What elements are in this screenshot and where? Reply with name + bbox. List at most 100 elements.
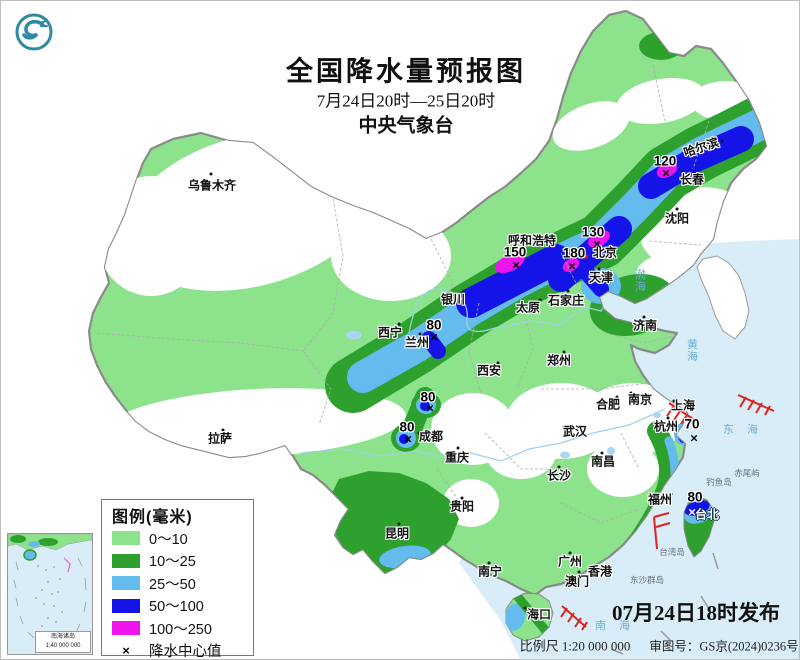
city-label: 拉萨 [207,431,233,446]
precip-center-x-icon: × [688,504,696,520]
forecast-period: 7月24日20时—25日20时 [316,91,496,111]
sea-label: 东 海 [723,424,759,436]
legend-center-row: × 降水中心值 [112,640,245,660]
korea-landmass [696,255,750,340]
city-dot [666,416,670,420]
city-label: 武汉 [562,424,588,439]
city-dot [587,566,591,570]
city-dot [600,451,604,455]
legend-row: 100～250 [112,617,245,640]
precip-center-x-icon: × [512,257,520,273]
city-label: 太原 [515,300,541,315]
city-label: 贵阳 [449,499,475,514]
city-label: 郑州 [546,353,572,368]
precip-center-value: 80 [687,489,703,505]
city-label: 南昌 [590,454,616,469]
city-label: 呼和浩特 [507,233,557,248]
city-label: 石家庄 [547,293,585,308]
legend-row: 0～10 [112,527,245,550]
legend: 图例(毫米) 0～10 10～25 25～50 50～100 100～250 × 降水中… [101,499,254,659]
legend-range-label: 10～25 [149,554,196,571]
legend-title: 图例(毫米) [112,509,193,526]
city-dot [566,289,570,293]
approval-number: 审图号：GS京(2024)0236号 [649,639,799,654]
city-label: 长春 [679,172,705,187]
legend-swatch [112,598,140,613]
island-label: 钓鱼岛 [706,477,732,487]
city-dot [597,267,601,271]
city-label: 银川 [440,292,466,307]
legend-center-label: 降水中心值 [149,644,222,660]
city-dot [460,496,464,500]
rivers [300,288,666,462]
city-dot [615,395,619,399]
island-label: 东沙群岛 [629,575,665,585]
precip-center-value: 70 [684,416,700,432]
city-label: 合肥 [595,397,621,412]
typhoon-icon [560,394,775,631]
city-label: 澳门 [564,574,590,589]
legend-range-label: 0～10 [149,531,188,548]
city-dot [456,446,460,450]
taiwan-rain [684,500,714,524]
city-label: 台北 [694,507,720,522]
cma-logo-icon [15,13,53,51]
sea-label: 黄 海 [687,338,699,363]
province-borders [96,64,710,524]
city-dot [562,350,566,354]
legend-row: 25～50 [112,572,245,595]
map-scale: 比例尺 1:20 000 000 [519,638,631,654]
city-label: 广州 [557,554,583,569]
hainan-rain [506,593,551,636]
city-label: 杭州 [653,419,679,434]
precip-center-value: 130 [581,224,605,240]
city-label: 西安 [476,363,502,378]
inset-canvas [7,533,93,646]
city-label: 海口 [526,607,552,622]
city-label: 西宁 [377,325,403,340]
city-dot [675,207,679,211]
legend-swatch [112,621,140,636]
city-label: 上海 [670,398,696,413]
city-dot [523,606,527,610]
city-dot [550,233,554,237]
legend-range-label: 25～50 [149,576,196,593]
city-dot [577,570,581,574]
city-dot [496,361,500,365]
inset-label-box: 南海诸岛 1:40 000 000 [35,631,91,653]
city-dot [487,561,491,565]
boundary-dashes [610,552,719,655]
agency-name: 中央气象台 [358,115,454,137]
precip-center-value: 150 [503,244,527,260]
precip-center-x-icon: × [404,431,412,447]
city-dot [417,431,421,435]
precip-center-value: 80 [399,419,415,435]
city-label: 兰州 [404,335,430,350]
city-dot [397,322,401,326]
inset-map: 南海诸岛 1:40 000 000 [7,533,93,655]
city-dot [557,465,561,469]
city-dot [720,139,724,143]
precip-center-value: 80 [420,389,436,405]
city-dot [562,425,566,429]
city-dot [221,428,225,432]
legend-range-label: 100～250 [149,621,212,638]
city-dot [669,492,673,496]
city-dot [629,391,633,395]
city-dot [461,290,465,294]
city-dot [568,551,572,555]
city-label: 沈阳 [664,211,690,226]
precip-center-x-icon: × [426,400,434,416]
precip-center-value: 180 [562,245,586,261]
island-label: 赤尾屿 [734,468,760,478]
city-dot [642,315,646,319]
precip-center-value: 120 [653,153,677,169]
inset-title: 南海诸岛 [50,634,75,640]
city-label: 南京 [627,392,653,407]
sea-label: 渤 海 [635,268,647,293]
city-dot [209,172,213,176]
city-label: 香港 [587,564,613,579]
island-label: 台湾岛 [659,547,685,557]
